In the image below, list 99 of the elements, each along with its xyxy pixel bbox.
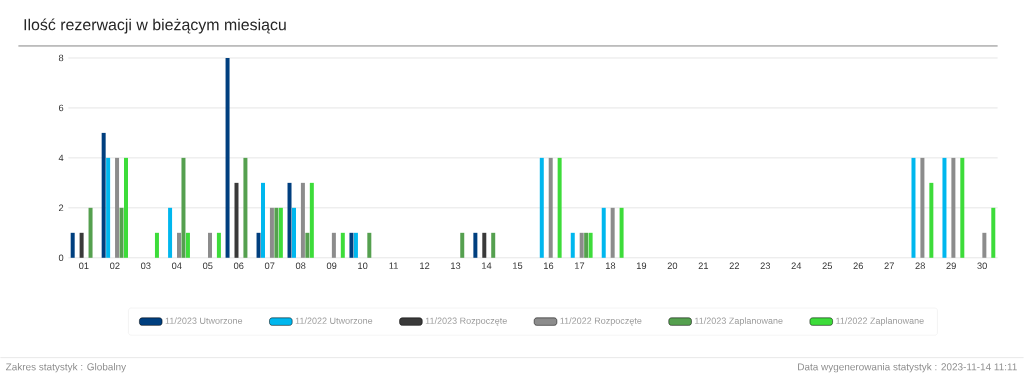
- x-tick-label: 01: [79, 262, 89, 270]
- bar: [287, 183, 292, 258]
- x-tick-label: 04: [171, 262, 182, 270]
- bar: [305, 232, 310, 258]
- bar: [340, 232, 345, 258]
- x-tick-label: 09: [326, 262, 337, 270]
- legend-label: 11/2022 Utworzone: [295, 317, 373, 325]
- bar: [181, 158, 186, 258]
- bar: [920, 158, 925, 258]
- bar: [269, 207, 274, 258]
- bar: [539, 158, 544, 258]
- x-tick-label: 26: [853, 262, 863, 270]
- y-tick-label: 0: [58, 254, 64, 262]
- y-tick-label: 2: [58, 204, 64, 212]
- bar: [309, 183, 314, 258]
- x-tick-label: 27: [884, 262, 894, 270]
- x-tick-label: 03: [140, 262, 151, 270]
- x-tick-label: 23: [760, 262, 771, 270]
- bar: [278, 207, 283, 258]
- x-tick-label: 28: [915, 262, 925, 270]
- x-tick-label: 29: [946, 262, 956, 270]
- bar: [70, 232, 75, 258]
- bar: [101, 133, 106, 258]
- bar: [207, 232, 212, 258]
- bar: [548, 158, 553, 258]
- bar: [911, 158, 916, 258]
- x-tick-label: 17: [574, 262, 585, 270]
- x-tick-label: 21: [698, 262, 709, 270]
- bar: [79, 232, 84, 258]
- x-tick-label: 15: [513, 262, 523, 270]
- legend-label: 11/2023 Utworzone: [165, 317, 243, 325]
- legend-label: 11/2023 Zaplanowane: [695, 317, 783, 326]
- bar: [291, 207, 296, 258]
- bar: [473, 232, 478, 258]
- bar: [119, 207, 124, 258]
- bar: [951, 158, 956, 258]
- legend-label: 11/2022 Zaplanowane: [836, 317, 924, 326]
- bar: [353, 232, 358, 258]
- x-tick-label: 16: [544, 262, 554, 270]
- bar: [154, 232, 159, 258]
- bar: [300, 183, 305, 258]
- bar: [243, 158, 248, 258]
- legend-label: 11/2022 Rozpoczęte: [560, 317, 642, 326]
- x-tick-label: 19: [636, 262, 647, 270]
- text: Zakres statystyk : Globalny: [5, 363, 127, 373]
- x-tick-label: 05: [202, 262, 213, 270]
- legend-label: 11/2023 Rozpoczęte: [425, 317, 507, 326]
- bar: [216, 232, 221, 258]
- bar: [579, 232, 584, 258]
- bar: [331, 232, 336, 258]
- x-tick-label: 20: [667, 262, 678, 270]
- x-tick-label: 13: [451, 262, 461, 270]
- bar: [274, 207, 279, 258]
- bar: [482, 232, 487, 258]
- bar: [619, 207, 624, 258]
- x-tick-label: 02: [110, 262, 120, 270]
- bar: [570, 232, 575, 258]
- bar: [106, 158, 111, 258]
- x-tick-label: 11: [389, 262, 398, 270]
- bar: [610, 207, 615, 258]
- bar: [929, 183, 934, 258]
- x-tick-label: 24: [791, 262, 802, 270]
- y-tick-label: 8: [58, 54, 64, 62]
- bar: [460, 232, 465, 258]
- bar: [123, 158, 128, 258]
- bar: [584, 232, 589, 258]
- bar: [168, 207, 173, 258]
- bar: [491, 232, 496, 258]
- y-tick-label: 6: [58, 104, 64, 112]
- bar: [982, 232, 987, 258]
- bar: [349, 232, 354, 258]
- y-tick-label: 4: [58, 154, 64, 162]
- bar: [601, 207, 606, 258]
- bar: [588, 232, 593, 258]
- x-tick-label: 22: [729, 262, 740, 270]
- chart-title: Ilość rezerwacji w bieżącym miesiącu: [24, 18, 286, 34]
- x-tick-label: 14: [482, 262, 492, 270]
- x-tick-label: 10: [358, 262, 368, 270]
- bar: [367, 232, 372, 258]
- bar: [942, 158, 947, 258]
- bar: [557, 158, 562, 258]
- x-tick-label: 30: [977, 262, 987, 270]
- x-tick-label: 07: [264, 262, 275, 270]
- bar: [991, 207, 996, 258]
- bar: [88, 207, 93, 258]
- bar: [960, 158, 965, 258]
- text: Data wygenerowania statystyk : 2023-11-14 11:11: [798, 363, 1017, 373]
- bar: [234, 183, 239, 258]
- bar: [225, 58, 230, 258]
- x-tick-label: 12: [420, 262, 430, 270]
- bar: [256, 232, 261, 258]
- x-tick-label: 06: [233, 262, 244, 270]
- x-tick-label: 18: [605, 262, 616, 270]
- bar: [261, 183, 265, 258]
- bar: [177, 232, 181, 258]
- x-tick-label: 08: [295, 262, 306, 270]
- bar: [115, 158, 120, 258]
- x-tick-label: 25: [822, 262, 833, 270]
- bar: [185, 232, 190, 258]
